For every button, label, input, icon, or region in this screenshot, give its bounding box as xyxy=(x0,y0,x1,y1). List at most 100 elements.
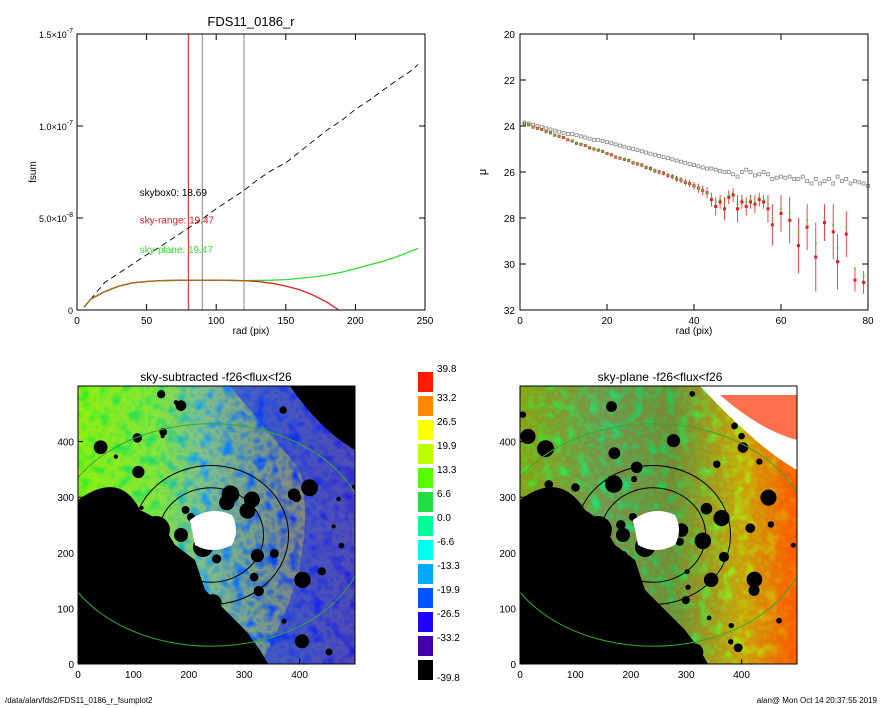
data-point xyxy=(552,128,557,133)
data-point xyxy=(853,278,857,282)
data-point xyxy=(749,200,753,204)
data-point xyxy=(788,212,791,215)
x-tick-label: 100 xyxy=(125,670,142,681)
data-point xyxy=(853,179,857,184)
masked-source xyxy=(733,643,743,653)
data-point xyxy=(679,159,683,164)
masked-source xyxy=(520,411,527,418)
data-point xyxy=(587,136,592,141)
masked-source xyxy=(544,480,554,489)
data-point xyxy=(788,218,792,222)
data-point xyxy=(723,203,726,206)
x-tick-label: 40 xyxy=(688,316,700,327)
data-point xyxy=(748,170,753,174)
data-point xyxy=(853,267,856,270)
data-point xyxy=(814,255,818,259)
data-point xyxy=(774,175,779,180)
data-point xyxy=(636,162,639,165)
masked-source xyxy=(324,397,342,414)
data-point xyxy=(779,174,783,179)
data-point xyxy=(635,148,640,153)
masked-source xyxy=(700,502,713,515)
colorbar-label: -26.5 xyxy=(437,609,460,620)
x-axis-label: rad (pix) xyxy=(676,326,713,337)
data-point xyxy=(780,207,782,210)
data-point xyxy=(688,182,691,185)
colorbar-label: 13.3 xyxy=(437,465,457,476)
data-point xyxy=(771,217,774,219)
colorbar-swatch xyxy=(418,612,433,632)
masked-source xyxy=(706,615,712,621)
data-point xyxy=(523,122,526,125)
data-point xyxy=(779,211,783,215)
data-point xyxy=(700,165,705,170)
data-point xyxy=(735,174,740,179)
data-point xyxy=(684,181,687,184)
mu-profile-chart: 0 20 40 60 80 20 22 24 26 28 30 32 rad (pix) μ xyxy=(477,30,874,337)
masked-source xyxy=(348,392,355,398)
data-point xyxy=(601,150,604,153)
data-point xyxy=(714,205,718,208)
masked-source xyxy=(269,549,279,559)
data-point xyxy=(749,198,752,201)
masked-source xyxy=(748,584,760,596)
data-point xyxy=(762,198,765,201)
data-point xyxy=(806,219,809,222)
y-axis-label: fsum xyxy=(28,161,39,183)
x-tick-label: 60 xyxy=(775,316,787,327)
masked-source xyxy=(324,419,334,430)
data-point xyxy=(740,198,743,201)
x-tick-label: 400 xyxy=(733,670,750,681)
data-point xyxy=(718,168,722,173)
data-point xyxy=(527,123,530,126)
data-point xyxy=(766,203,769,206)
data-point xyxy=(739,170,744,174)
masked-source xyxy=(767,521,775,528)
masked-source xyxy=(93,440,108,455)
colorbar-label: -39.8 xyxy=(437,673,460,684)
masked-source xyxy=(630,476,638,483)
aperture-ellipse xyxy=(78,423,355,647)
data-point xyxy=(732,191,735,194)
data-point xyxy=(736,203,739,206)
data-point xyxy=(548,127,553,132)
plot-frame xyxy=(76,33,426,311)
masked-source xyxy=(727,639,734,645)
colorbar-label: 0.0 xyxy=(437,513,451,524)
colorbar-swatch xyxy=(418,540,433,560)
data-point xyxy=(619,157,622,160)
data-point xyxy=(809,181,814,186)
data-point xyxy=(862,274,865,277)
data-point xyxy=(787,174,792,179)
y-tick-label: 22 xyxy=(504,76,516,87)
data-point xyxy=(740,200,744,204)
colorbar-label: 26.5 xyxy=(437,417,457,428)
data-point xyxy=(800,174,805,179)
data-point xyxy=(571,139,574,142)
data-point xyxy=(766,172,770,177)
x-tick-label: 200 xyxy=(347,316,364,327)
masked-source xyxy=(604,475,623,493)
data-point xyxy=(753,200,756,203)
data-point xyxy=(714,200,717,203)
y-tick-label: 0 xyxy=(68,660,74,671)
masked-source xyxy=(287,488,301,501)
data-point xyxy=(679,179,682,182)
data-point xyxy=(826,176,831,181)
data-point xyxy=(540,128,543,131)
data-point xyxy=(696,164,701,169)
masked-source xyxy=(338,542,345,549)
data-point xyxy=(770,176,775,181)
y-tick-label: 32 xyxy=(504,306,516,317)
data-point xyxy=(731,193,735,197)
footer-timestamp: alan@ Mon Oct 14 20:37:55 2019 xyxy=(756,696,877,705)
y-tick-label: 20 xyxy=(504,30,516,41)
x-tick-label: 50 xyxy=(141,316,153,327)
masked-source xyxy=(336,496,341,502)
masked-source xyxy=(181,506,190,514)
data-point xyxy=(675,177,678,180)
data-point xyxy=(710,196,713,199)
x-tick-label: 200 xyxy=(180,670,197,681)
data-point xyxy=(709,198,713,202)
masked-source xyxy=(731,422,738,430)
